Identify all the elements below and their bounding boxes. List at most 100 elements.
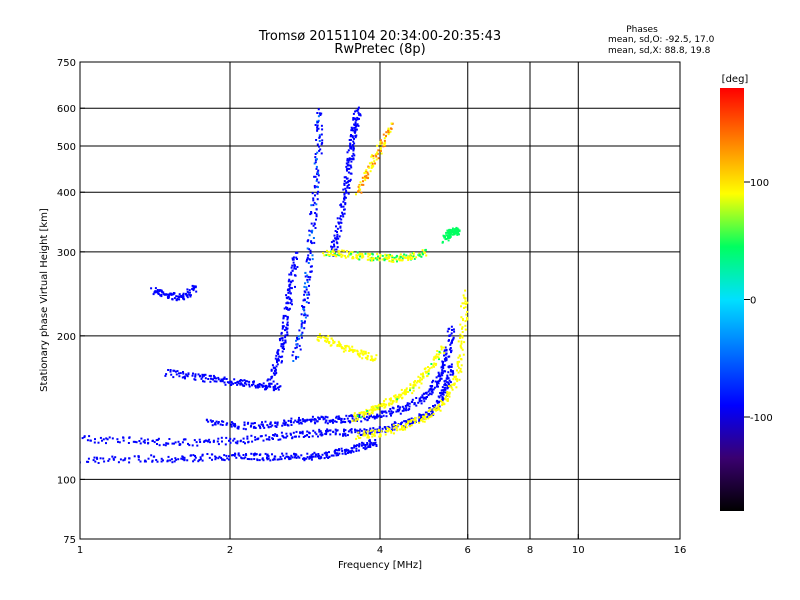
data-point bbox=[456, 361, 459, 363]
data-point bbox=[276, 361, 278, 363]
data-point bbox=[340, 229, 343, 232]
data-point bbox=[424, 418, 427, 421]
data-point bbox=[316, 129, 319, 132]
data-point bbox=[371, 435, 374, 438]
data-point bbox=[309, 456, 312, 459]
data-point bbox=[188, 444, 191, 447]
data-point bbox=[194, 378, 197, 381]
data-point bbox=[457, 366, 460, 369]
data-point bbox=[375, 444, 378, 446]
data-point bbox=[402, 409, 405, 412]
data-point bbox=[366, 442, 369, 444]
data-point bbox=[449, 233, 452, 236]
data-point bbox=[427, 390, 430, 393]
data-point bbox=[446, 397, 449, 400]
data-point bbox=[375, 416, 378, 419]
y-tick-label: 200 bbox=[57, 332, 76, 343]
data-point bbox=[333, 251, 335, 254]
data-point bbox=[355, 437, 358, 440]
data-point bbox=[377, 415, 380, 418]
data-point bbox=[348, 187, 351, 189]
data-point bbox=[179, 372, 182, 375]
data-point bbox=[447, 239, 450, 242]
data-point bbox=[382, 145, 385, 148]
data-point bbox=[466, 316, 469, 319]
data-point bbox=[342, 350, 345, 353]
data-point bbox=[357, 449, 360, 452]
data-point bbox=[340, 205, 343, 208]
data-point bbox=[459, 333, 462, 336]
data-point bbox=[445, 352, 448, 355]
data-point bbox=[398, 259, 401, 262]
data-point bbox=[158, 290, 161, 293]
data-point bbox=[346, 417, 349, 420]
data-point bbox=[337, 454, 340, 457]
data-point bbox=[303, 321, 306, 324]
data-point bbox=[352, 450, 355, 453]
data-point bbox=[346, 177, 349, 180]
data-point bbox=[358, 442, 361, 445]
data-point bbox=[320, 112, 323, 115]
data-point bbox=[192, 460, 195, 463]
data-point bbox=[314, 453, 317, 456]
data-point bbox=[296, 258, 298, 260]
data-point bbox=[444, 349, 447, 352]
data-point bbox=[167, 369, 170, 371]
data-point bbox=[332, 339, 334, 342]
data-point bbox=[307, 254, 310, 257]
data-point bbox=[360, 191, 363, 194]
data-point bbox=[328, 342, 331, 345]
data-point bbox=[170, 293, 173, 296]
data-point bbox=[365, 447, 368, 450]
data-point bbox=[306, 452, 309, 455]
data-point bbox=[437, 395, 440, 398]
data-point bbox=[369, 446, 372, 448]
data-point bbox=[387, 129, 390, 132]
data-point bbox=[446, 387, 449, 390]
data-point bbox=[277, 388, 280, 391]
data-point bbox=[202, 380, 204, 383]
data-point bbox=[409, 384, 412, 386]
data-point bbox=[360, 350, 363, 353]
data-point bbox=[285, 302, 288, 305]
data-point bbox=[428, 412, 430, 415]
data-point bbox=[335, 415, 338, 418]
data-point bbox=[209, 441, 211, 444]
data-point bbox=[252, 383, 255, 386]
data-point bbox=[464, 324, 467, 327]
data-point bbox=[366, 258, 369, 261]
data-point bbox=[326, 249, 328, 252]
data-point bbox=[297, 421, 300, 424]
data-point bbox=[311, 231, 313, 234]
data-point bbox=[449, 347, 452, 349]
data-point bbox=[424, 397, 427, 400]
data-point bbox=[442, 391, 445, 394]
data-point bbox=[275, 359, 278, 361]
data-point bbox=[415, 256, 418, 259]
data-point bbox=[327, 457, 330, 459]
data-point bbox=[466, 301, 469, 304]
data-point bbox=[310, 204, 313, 207]
data-point bbox=[177, 296, 180, 299]
data-point bbox=[275, 354, 278, 357]
data-point bbox=[346, 181, 349, 184]
data-point bbox=[388, 255, 391, 258]
data-point bbox=[385, 403, 388, 406]
data-point bbox=[399, 406, 402, 409]
data-point bbox=[447, 232, 450, 235]
data-point bbox=[225, 378, 228, 380]
data-point bbox=[421, 252, 424, 255]
data-point bbox=[235, 456, 238, 459]
data-point bbox=[250, 452, 253, 455]
data-point bbox=[331, 246, 334, 249]
data-point bbox=[365, 432, 368, 435]
data-point bbox=[201, 376, 204, 379]
data-point bbox=[178, 372, 180, 375]
data-point bbox=[379, 146, 382, 149]
data-point bbox=[271, 375, 274, 378]
data-point bbox=[366, 443, 369, 446]
data-point bbox=[258, 459, 261, 462]
data-point bbox=[459, 367, 462, 370]
data-point bbox=[418, 379, 421, 382]
data-point bbox=[443, 388, 446, 391]
